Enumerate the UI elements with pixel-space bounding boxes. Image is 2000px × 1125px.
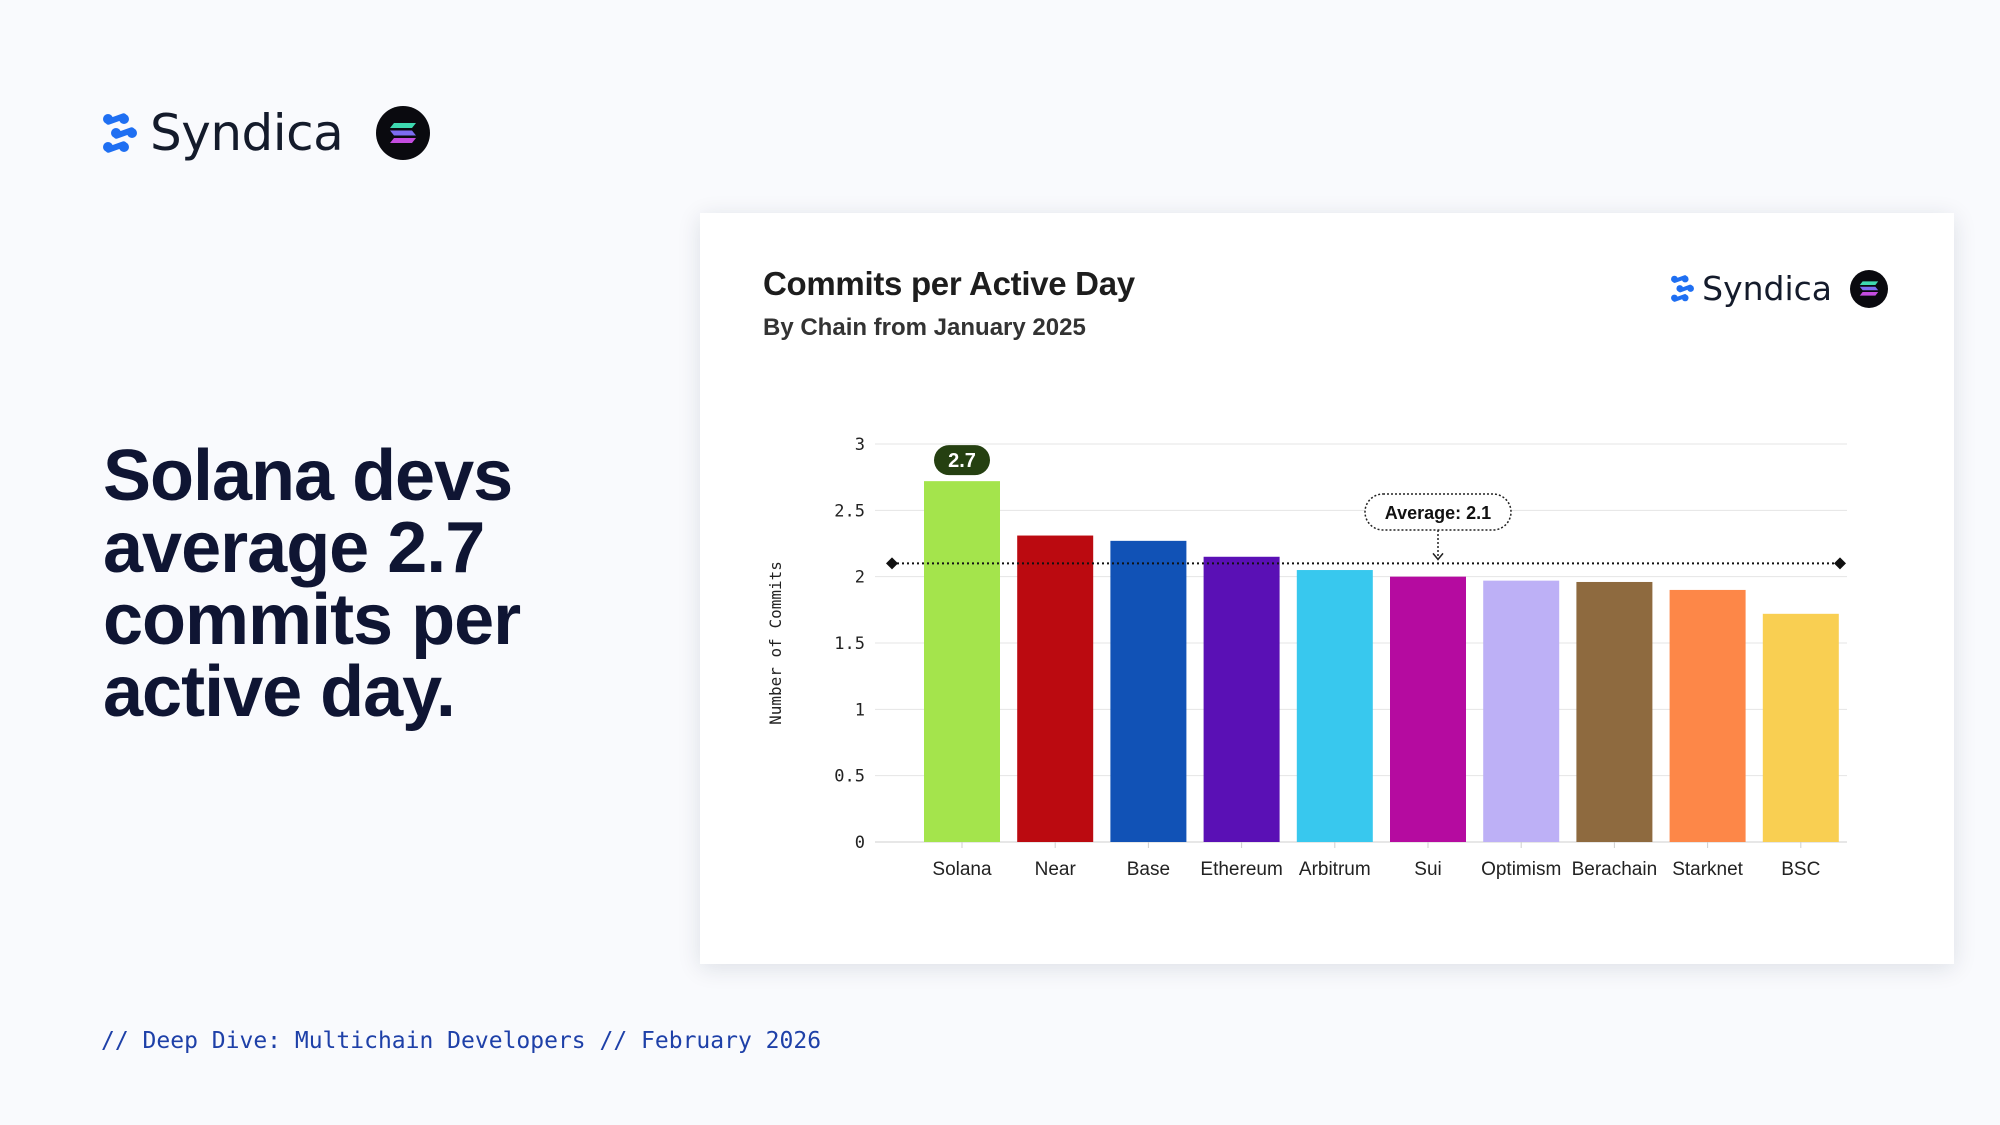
x-tick-label: Solana: [932, 859, 992, 880]
x-tick-label: Berachain: [1572, 859, 1658, 880]
bar-optimism: [1483, 580, 1560, 842]
y-tick-label: 2.5: [834, 501, 865, 521]
bar-base: [1110, 540, 1187, 842]
average-pointer-arrow: [1432, 552, 1444, 561]
y-tick-label: 3: [855, 435, 865, 455]
x-tick-label: Optimism: [1481, 859, 1561, 880]
chart-title: Commits per Active Day: [763, 265, 1135, 302]
solana-logo-icon: [376, 106, 431, 160]
syndica-logo-icon: [1671, 275, 1695, 302]
brand-name: Syndica: [150, 104, 344, 162]
bar-near: [1017, 535, 1094, 842]
x-tick-label: Sui: [1414, 859, 1441, 880]
average-marker-left: [886, 557, 898, 570]
headline: Solana devs average 2.7 commits per acti…: [103, 436, 521, 732]
chart-subtitle: By Chain from January 2025: [763, 314, 1086, 341]
x-tick-label: Near: [1035, 859, 1077, 880]
solana-logo-icon: [1850, 269, 1888, 308]
brand-header: Syndica: [100, 104, 431, 162]
y-axis-label: Number of Commits: [766, 561, 785, 725]
average-marker-right: [1834, 557, 1846, 570]
x-tick-label: Ethereum: [1200, 859, 1282, 880]
x-tick-label: Base: [1127, 859, 1170, 880]
y-tick-label: 0.5: [834, 767, 865, 787]
x-tick-label: Starknet: [1672, 859, 1743, 880]
chart-brand-name: Syndica: [1702, 269, 1832, 308]
bar-starknet: [1669, 589, 1746, 842]
bar-solana: [924, 481, 1000, 842]
chart-card: 0 0.5 1 1.5 2 2.5 3 Number of Commits Solana 2.7 N…: [700, 213, 1954, 964]
syndica-logo-icon: [103, 113, 137, 153]
y-tick-label: 2: [855, 568, 865, 588]
bar-ethereum: [1203, 556, 1280, 842]
footer-caption: // Deep Dive: Multichain Developers // F…: [101, 1028, 822, 1054]
bar-berachain: [1576, 581, 1653, 842]
data-label-pill: [934, 445, 990, 476]
y-tick-label: 1.5: [834, 634, 865, 654]
bar-arbitrum: [1296, 570, 1373, 842]
x-tick-label: BSC: [1781, 859, 1820, 880]
bar-bsc: [1762, 613, 1839, 842]
average-label: Average: 2.1: [1385, 503, 1491, 523]
y-tick-label: 0: [855, 833, 865, 853]
x-tick-label: Arbitrum: [1299, 859, 1371, 880]
bar-chart: 0 0.5 1 1.5 2 2.5 3 Number of Commits Solana 2.7 N…: [766, 435, 1847, 880]
data-label: 2.7: [948, 450, 976, 472]
bar-sui: [1390, 576, 1466, 842]
y-tick-label: 1: [855, 700, 865, 720]
chart-brand: Syndica: [1669, 269, 1888, 308]
